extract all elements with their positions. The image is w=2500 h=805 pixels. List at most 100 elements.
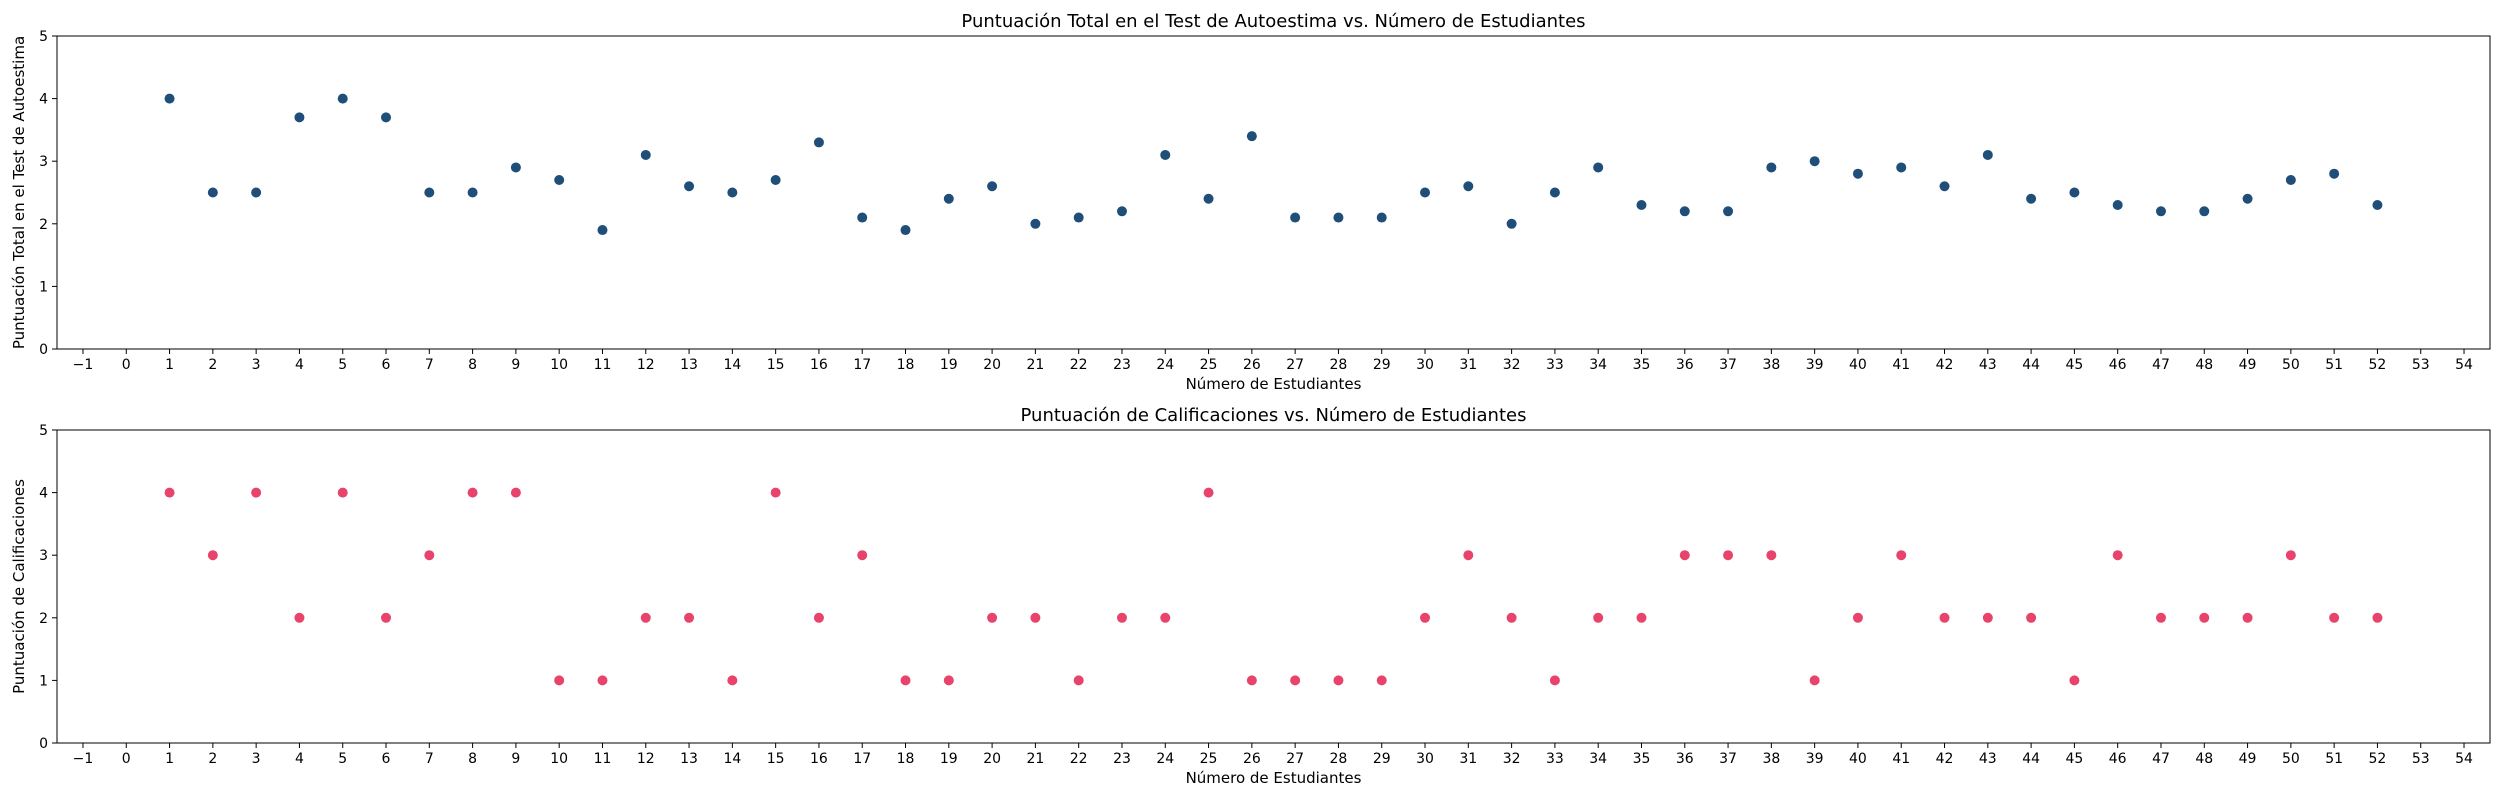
data-point xyxy=(1549,187,1560,198)
x-tick-label: 16 xyxy=(810,751,828,767)
data-point xyxy=(1679,550,1690,561)
x-tick-label: 37 xyxy=(1719,357,1737,373)
data-point xyxy=(1852,612,1863,623)
x-tick-label: 13 xyxy=(680,357,698,373)
x-tick-label: 41 xyxy=(1892,751,1910,767)
data-point xyxy=(813,137,824,148)
x-tick-label: 8 xyxy=(468,357,477,373)
chart-panel-1: −1 0 1 2 3 4 5 6 7 8 9 10 11 12 13 14 15 16 17 18 19 20 21 22 23… xyxy=(10,11,2491,393)
x-tick-label: 14 xyxy=(723,357,741,373)
chart-title: Puntuación de Calificaciones vs. Número … xyxy=(1021,405,1527,426)
data-point xyxy=(1549,675,1560,686)
x-tick-label: 41 xyxy=(1892,357,1910,373)
x-tick-label: 1 xyxy=(165,357,174,373)
data-point xyxy=(2242,612,2253,623)
data-point xyxy=(1852,168,1863,179)
y-tick-label: 1 xyxy=(39,279,48,295)
data-point xyxy=(1376,212,1387,223)
data-point xyxy=(294,612,305,623)
x-tick-label: 44 xyxy=(2022,357,2040,373)
data-point xyxy=(207,550,218,561)
data-point xyxy=(1809,156,1820,167)
data-point xyxy=(857,212,868,223)
data-point xyxy=(1723,206,1734,217)
data-point xyxy=(1939,612,1950,623)
x-tick-label: 0 xyxy=(122,357,131,373)
data-point xyxy=(251,187,262,198)
y-tick-label: 4 xyxy=(39,92,48,108)
x-tick-label: 1 xyxy=(165,751,174,767)
x-tick-label: 30 xyxy=(1416,357,1434,373)
data-point xyxy=(640,612,651,623)
data-point xyxy=(857,550,868,561)
data-point xyxy=(900,675,911,686)
x-tick-label: 33 xyxy=(1546,751,1564,767)
x-tick-label: 31 xyxy=(1459,357,1477,373)
y-tick-label: 1 xyxy=(39,673,48,689)
x-tick-label: 50 xyxy=(2282,357,2300,373)
x-tick-label: 21 xyxy=(1026,357,1044,373)
data-point xyxy=(2069,187,2080,198)
data-point xyxy=(1593,162,1604,173)
x-tick-label: 26 xyxy=(1243,357,1261,373)
data-point xyxy=(770,174,781,185)
x-tick-label: 45 xyxy=(2065,751,2083,767)
x-tick-label: 15 xyxy=(767,751,785,767)
x-tick-label: 29 xyxy=(1373,751,1391,767)
data-point xyxy=(727,187,738,198)
data-point xyxy=(1723,550,1734,561)
x-tick-label: 9 xyxy=(511,751,520,767)
x-tick-label: 34 xyxy=(1589,751,1607,767)
x-tick-label: 11 xyxy=(594,357,612,373)
data-point xyxy=(424,550,435,561)
x-tick-label: 54 xyxy=(2455,357,2473,373)
x-tick-label: 0 xyxy=(122,751,131,767)
data-point xyxy=(1982,612,1993,623)
data-point xyxy=(1246,131,1257,142)
data-point xyxy=(1030,612,1041,623)
data-point xyxy=(1030,218,1041,229)
x-tick-label: 3 xyxy=(252,357,261,373)
x-tick-label: 19 xyxy=(940,751,958,767)
x-tick-label: 48 xyxy=(2195,751,2213,767)
data-point xyxy=(900,225,911,236)
x-tick-label: 37 xyxy=(1719,751,1737,767)
x-tick-label: 43 xyxy=(1979,357,1997,373)
data-point xyxy=(597,675,608,686)
chart-title: Puntuación Total en el Test de Autoestim… xyxy=(961,11,1585,32)
data-point xyxy=(1116,612,1127,623)
data-point xyxy=(770,487,781,498)
y-tick-label: 3 xyxy=(39,548,48,564)
x-tick-label: 24 xyxy=(1156,357,1174,373)
x-tick-label: 42 xyxy=(1936,751,1954,767)
x-tick-label: 26 xyxy=(1243,751,1261,767)
data-point xyxy=(2112,200,2123,211)
data-point xyxy=(337,93,348,104)
x-tick-label: 12 xyxy=(637,357,655,373)
x-tick-label: 11 xyxy=(594,751,612,767)
data-point xyxy=(510,487,521,498)
x-tick-label: 49 xyxy=(2239,357,2257,373)
x-tick-label: 43 xyxy=(1979,751,1997,767)
x-tick-label: 7 xyxy=(425,357,434,373)
data-point xyxy=(2372,612,2383,623)
data-point xyxy=(1636,200,1647,211)
data-point xyxy=(1896,162,1907,173)
data-point xyxy=(294,112,305,123)
data-point xyxy=(1463,550,1474,561)
data-point xyxy=(207,187,218,198)
data-point xyxy=(1939,181,1950,192)
data-point xyxy=(467,487,478,498)
x-tick-label: 54 xyxy=(2455,751,2473,767)
x-tick-label: 35 xyxy=(1633,357,1651,373)
data-point xyxy=(554,174,565,185)
x-tick-label: 40 xyxy=(1849,357,1867,373)
x-tick-label: 8 xyxy=(468,751,477,767)
data-point xyxy=(1679,206,1690,217)
x-tick-label: 53 xyxy=(2412,357,2430,373)
x-tick-label: 7 xyxy=(425,751,434,767)
y-tick-label: 2 xyxy=(39,611,48,627)
x-tick-label: 15 xyxy=(767,357,785,373)
x-tick-label: 46 xyxy=(2109,751,2127,767)
x-tick-label: 47 xyxy=(2152,751,2170,767)
